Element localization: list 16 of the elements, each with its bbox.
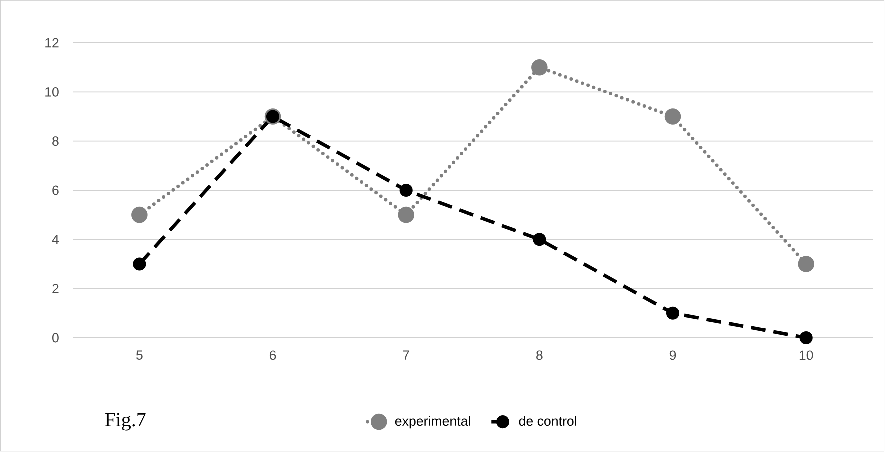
x-tick-label: 6 bbox=[270, 350, 276, 360]
legend-label: experimental bbox=[395, 416, 470, 429]
x-tick-label: 10 bbox=[800, 350, 814, 360]
y-tick-label: 4 bbox=[52, 235, 60, 244]
y-tick-label: 0 bbox=[52, 333, 59, 343]
y-tick-label: 10 bbox=[46, 87, 59, 97]
x-tick-label: 7 bbox=[403, 350, 410, 360]
x-tick-label: 9 bbox=[670, 350, 676, 360]
y-tick-label: 2 bbox=[52, 284, 59, 294]
x-tick-label: 8 bbox=[536, 350, 543, 360]
caption: Fig.7 bbox=[105, 413, 146, 431]
x-tick-label: 5 bbox=[136, 350, 143, 360]
legend-label: de control bbox=[519, 416, 576, 426]
y-tick-label: 8 bbox=[52, 136, 59, 146]
y-tick-label: 12 bbox=[46, 38, 59, 48]
y-tick-label: 6 bbox=[52, 186, 59, 196]
